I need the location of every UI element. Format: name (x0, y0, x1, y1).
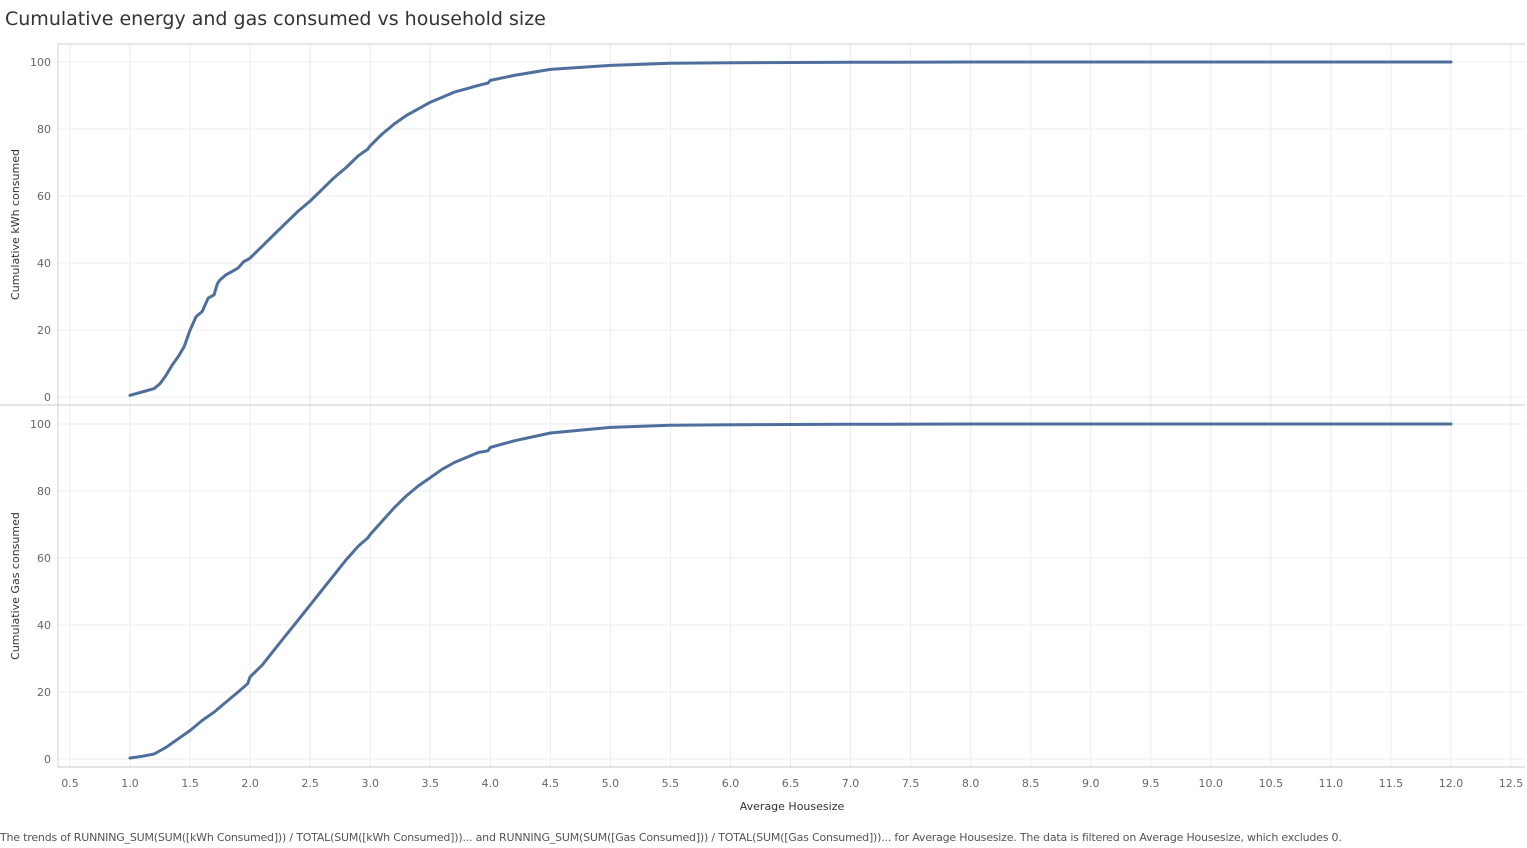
x-tick-label: 8.5 (1022, 777, 1040, 790)
x-tick-label: 7.0 (842, 777, 860, 790)
x-tick-label: 11.5 (1379, 777, 1404, 790)
chart-title: Cumulative energy and gas consumed vs ho… (5, 8, 546, 30)
y-tick-label: 100 (30, 56, 51, 69)
x-tick-label: 3.0 (361, 777, 379, 790)
y-tick-label: 60 (37, 190, 51, 203)
y-tick-label: 20 (37, 324, 51, 337)
chart-caption: The trends of RUNNING_SUM(SUM([kWh Consu… (0, 831, 1342, 844)
x-tick-label: 0.5 (61, 777, 79, 790)
lines-layer (128, 60, 1453, 760)
y-axis-label: Cumulative Gas consumed (9, 512, 22, 660)
x-tick-label: 1.5 (181, 777, 199, 790)
text-layer: 0 20 40 60 80 100 Cumulative kWh consumed 0 20 40… (9, 56, 1523, 813)
axes-layer (0, 43, 1525, 768)
y-tick-label: 20 (37, 686, 51, 699)
x-tick-label: 4.0 (482, 777, 500, 790)
x-tick-label: 12.5 (1499, 777, 1524, 790)
x-tick-label: 5.5 (662, 777, 680, 790)
y-tick-label: 0 (44, 753, 51, 766)
y-tick-label: 80 (37, 123, 51, 136)
x-tick-label: 3.5 (422, 777, 440, 790)
x-tick-label: 7.5 (902, 777, 920, 790)
y-tick-label: 60 (37, 552, 51, 565)
x-tick-label: 2.0 (241, 777, 259, 790)
series-line-kwh (128, 60, 1453, 397)
x-tick-label: 6.0 (722, 777, 740, 790)
x-tick-label: 4.5 (542, 777, 560, 790)
x-tick-label: 11.0 (1319, 777, 1344, 790)
x-tick-label: 5.0 (602, 777, 620, 790)
x-tick-label: 6.5 (782, 777, 800, 790)
y-tick-label: 40 (37, 619, 51, 632)
x-tick-label: 2.5 (301, 777, 319, 790)
y-tick-label: 0 (44, 391, 51, 404)
y-tick-label: 80 (37, 485, 51, 498)
x-axis-label: Average Housesize (740, 800, 845, 813)
x-tick-label: 12.0 (1439, 777, 1464, 790)
y-axis-label: Cumulative kWh consumed (9, 149, 22, 300)
series-line-gas (128, 422, 1453, 760)
x-tick-label: 1.0 (121, 777, 139, 790)
x-tick-label: 10.0 (1199, 777, 1224, 790)
x-tick-label: 8.0 (962, 777, 980, 790)
x-tick-label: 10.5 (1259, 777, 1284, 790)
x-tick-label: 9.5 (1142, 777, 1160, 790)
x-tick-label: 9.0 (1082, 777, 1100, 790)
y-tick-label: 100 (30, 418, 51, 431)
y-tick-label: 40 (37, 257, 51, 270)
